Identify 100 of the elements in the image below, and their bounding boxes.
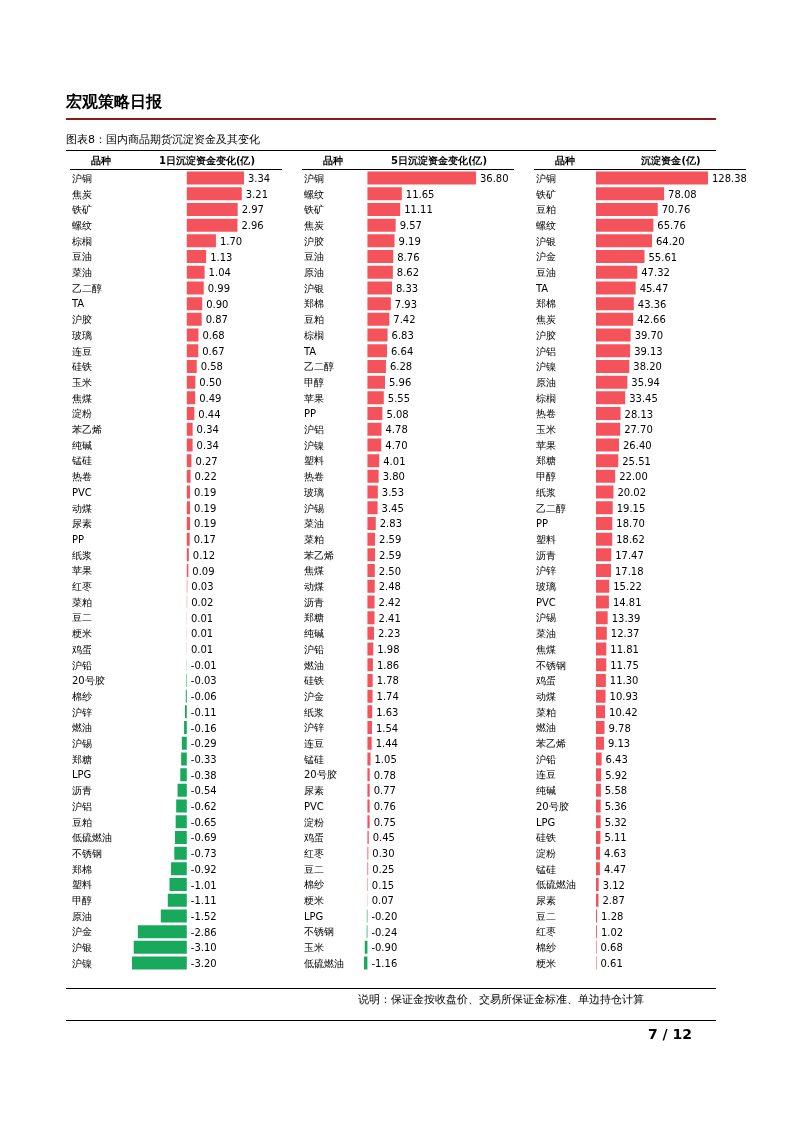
y-tick-label: 低硫燃油 xyxy=(536,879,576,891)
chart-title: 5日沉淀资金变化(亿) xyxy=(389,154,489,168)
data-label: 7.42 xyxy=(393,314,416,326)
data-label: 0.87 xyxy=(205,314,228,326)
y-tick-label: 不锈钢 xyxy=(304,926,334,938)
bar xyxy=(137,925,187,939)
data-label: 8.76 xyxy=(397,251,420,263)
data-label: 9.19 xyxy=(398,235,421,247)
y-tick-label: 不锈钢 xyxy=(72,847,102,859)
data-label: 8.62 xyxy=(396,267,420,279)
data-label: 3.12 xyxy=(602,879,625,891)
bar xyxy=(367,658,373,672)
y-tick-label: 苹果 xyxy=(304,392,324,404)
y-tick-label: 不锈钢 xyxy=(536,659,566,671)
data-label: 0.68 xyxy=(202,330,225,342)
data-label: 12.37 xyxy=(610,628,640,640)
y-tick-label: 焦煤 xyxy=(72,392,92,404)
chart-title: 沉淀资金(亿) xyxy=(640,154,702,168)
y-tick-label: 淀粉 xyxy=(536,847,556,859)
data-label: 3.53 xyxy=(381,487,405,499)
bar xyxy=(596,830,601,844)
y-tick-label: 沪锡 xyxy=(72,738,92,750)
bar xyxy=(596,202,658,216)
y-tick-label: 燃油 xyxy=(536,722,556,734)
y-tick-label: 沪锡 xyxy=(536,612,556,624)
data-label: -0.92 xyxy=(190,863,217,875)
bar xyxy=(367,407,383,421)
y-tick-label: 沪锌 xyxy=(304,722,324,734)
y-tick-label: 乙二醇 xyxy=(536,502,566,514)
data-label: 4.63 xyxy=(604,848,627,860)
bar xyxy=(367,375,386,389)
y-tick-label: 连豆 xyxy=(536,769,556,781)
y-tick-label: 热卷 xyxy=(536,408,556,420)
data-label: 15.22 xyxy=(613,581,642,593)
data-label: 0.17 xyxy=(193,534,216,546)
data-label: 0.30 xyxy=(372,848,395,860)
y-tick-label: 淀粉 xyxy=(72,408,92,420)
bar xyxy=(596,454,619,468)
y-tick-label: 棕榈 xyxy=(304,329,324,341)
data-label: 1.02 xyxy=(600,926,624,938)
y-tick-label: 红枣 xyxy=(536,926,556,938)
data-label: -1.11 xyxy=(190,895,217,907)
bar xyxy=(367,564,375,578)
y-tick-label: 菜油 xyxy=(72,267,92,279)
bar xyxy=(596,375,628,389)
data-label: 3.45 xyxy=(381,502,404,514)
data-label: 0.90 xyxy=(206,298,229,310)
bar xyxy=(596,721,605,735)
data-label: 1.63 xyxy=(376,706,399,718)
bar xyxy=(367,642,374,656)
bar xyxy=(186,485,191,499)
y-tick-label: 沪铅 xyxy=(304,643,324,655)
bar xyxy=(367,516,376,530)
bar xyxy=(596,564,611,578)
bar xyxy=(132,956,187,970)
bar xyxy=(186,265,205,279)
data-label: 1.78 xyxy=(376,675,399,687)
bar xyxy=(367,579,375,593)
y-tick-label: 苯乙烯 xyxy=(304,549,334,561)
y-axis-title: 品种 xyxy=(322,154,344,168)
data-label: 1.70 xyxy=(219,235,243,247)
y-tick-label: 硅铁 xyxy=(535,832,556,844)
y-tick-label: 沪银 xyxy=(536,235,556,247)
bar xyxy=(367,344,388,358)
data-label: -1.01 xyxy=(190,879,217,891)
bar xyxy=(596,611,608,625)
data-label: -3.10 xyxy=(190,942,217,954)
bar xyxy=(596,328,631,342)
bar xyxy=(596,768,602,782)
y-tick-label: 锰硅 xyxy=(71,455,92,467)
y-tick-label: 沪铜 xyxy=(304,172,324,184)
data-label: 33.45 xyxy=(629,392,658,404)
y-tick-label: 沪镍 xyxy=(72,957,92,969)
bar xyxy=(596,532,613,546)
y-tick-label: 沪金 xyxy=(304,690,324,702)
bar xyxy=(367,815,370,829)
data-label: 0.01 xyxy=(190,644,214,656)
bar xyxy=(596,846,601,860)
y-tick-label: 动煤 xyxy=(536,690,556,702)
y-tick-label: 沥青 xyxy=(536,549,556,561)
data-label: -0.16 xyxy=(190,722,217,734)
data-label: 4.47 xyxy=(603,863,627,875)
data-label: 0.76 xyxy=(373,801,396,813)
data-label: 6.64 xyxy=(391,345,414,357)
y-tick-label: 乙二醇 xyxy=(304,361,334,373)
y-tick-label: 沪银 xyxy=(304,282,324,294)
bar xyxy=(175,815,187,829)
bar xyxy=(367,501,378,515)
data-label: 28.13 xyxy=(624,408,654,420)
data-label: 3.21 xyxy=(245,188,269,200)
bar xyxy=(367,469,379,483)
data-label: 0.22 xyxy=(194,471,217,483)
data-label: 0.61 xyxy=(600,958,623,970)
y-tick-label: 郑棉 xyxy=(72,863,92,875)
y-tick-label: 豆二 xyxy=(72,612,92,624)
data-label: 0.01 xyxy=(190,628,214,640)
data-label: -0.73 xyxy=(190,848,217,860)
bar xyxy=(596,250,645,264)
bar xyxy=(596,187,665,201)
y-tick-label: PP xyxy=(72,533,85,545)
